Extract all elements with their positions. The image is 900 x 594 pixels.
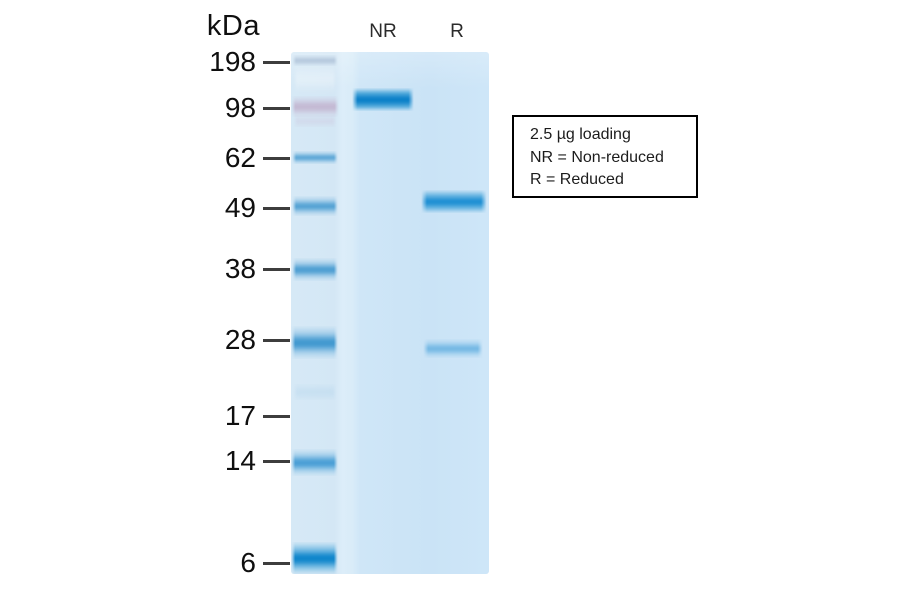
marker-row-98kda: 98 (0, 92, 290, 123)
marker-row-62kda: 62 (0, 142, 290, 173)
r-band-heavy-50kda (421, 190, 487, 213)
marker-tick (263, 267, 290, 271)
marker-label: 62 (224, 142, 256, 173)
marker-row-38kda: 38 (0, 253, 290, 284)
ladder-wash-top (293, 64, 337, 94)
ladder-band-28 (291, 326, 338, 359)
ladder-band-49 (292, 196, 338, 216)
marker-label: 6 (240, 547, 256, 578)
marker-tick (263, 414, 290, 418)
legend-box: 2.5 µg loading NR = Non-reduced R = Redu… (512, 115, 698, 198)
ladder-band-62 (292, 151, 338, 164)
kda-unit-label: kDa (206, 10, 260, 42)
marker-label: 49 (224, 192, 256, 223)
marker-row-28kda: 28 (0, 324, 290, 355)
marker-row-6kda: 6 (0, 547, 290, 578)
ladder-band-pink (291, 96, 339, 117)
ladder-wash-pink2 (293, 115, 337, 127)
ladder-band-38 (292, 258, 338, 281)
lane-label-nr: NR (369, 21, 397, 42)
marker-tick (263, 106, 290, 110)
gel-image (291, 52, 489, 574)
marker-tick (263, 459, 290, 463)
marker-row-49kda: 49 (0, 192, 290, 223)
legend-line-reduced: R = Reduced (530, 171, 624, 188)
marker-row-198kda: 198 (0, 46, 290, 77)
lane-label-r: R (450, 21, 464, 42)
marker-label: 28 (224, 324, 256, 355)
marker-tick (263, 338, 290, 342)
marker-tick (263, 156, 290, 160)
marker-label: 38 (224, 253, 256, 284)
legend-line-loading: 2.5 µg loading (530, 126, 631, 143)
ladder-wash-low (293, 384, 337, 400)
marker-label: 198 (209, 46, 256, 77)
marker-row-14kda: 14 (0, 445, 290, 476)
ladder-band-198 (292, 55, 338, 66)
legend-line-nonreduced: NR = Non-reduced (530, 148, 664, 166)
marker-tick (263, 561, 290, 565)
nr-band-110kda (352, 88, 414, 111)
marker-tick (263, 60, 290, 64)
marker-label: 14 (224, 445, 256, 476)
ladder-band-6 (291, 542, 338, 574)
marker-tick (263, 206, 290, 210)
r-band-light-26kda (423, 339, 483, 358)
marker-label: 98 (224, 92, 256, 123)
marker-label: 17 (224, 400, 256, 431)
marker-row-17kda: 17 (0, 400, 290, 431)
ladder-band-14 (291, 449, 338, 476)
